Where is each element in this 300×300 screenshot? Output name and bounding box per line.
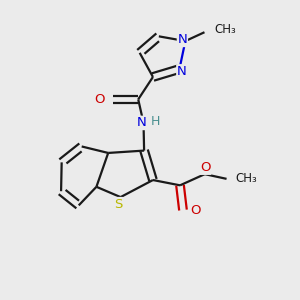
Text: S: S [114, 198, 122, 211]
Text: O: O [95, 93, 105, 106]
Text: H: H [151, 115, 160, 128]
Text: N: N [178, 33, 187, 46]
Text: N: N [136, 116, 146, 129]
Text: N: N [177, 65, 187, 78]
Text: CH₃: CH₃ [215, 23, 236, 36]
Text: CH₃: CH₃ [236, 172, 257, 185]
Text: O: O [190, 204, 201, 217]
Text: O: O [200, 161, 211, 174]
